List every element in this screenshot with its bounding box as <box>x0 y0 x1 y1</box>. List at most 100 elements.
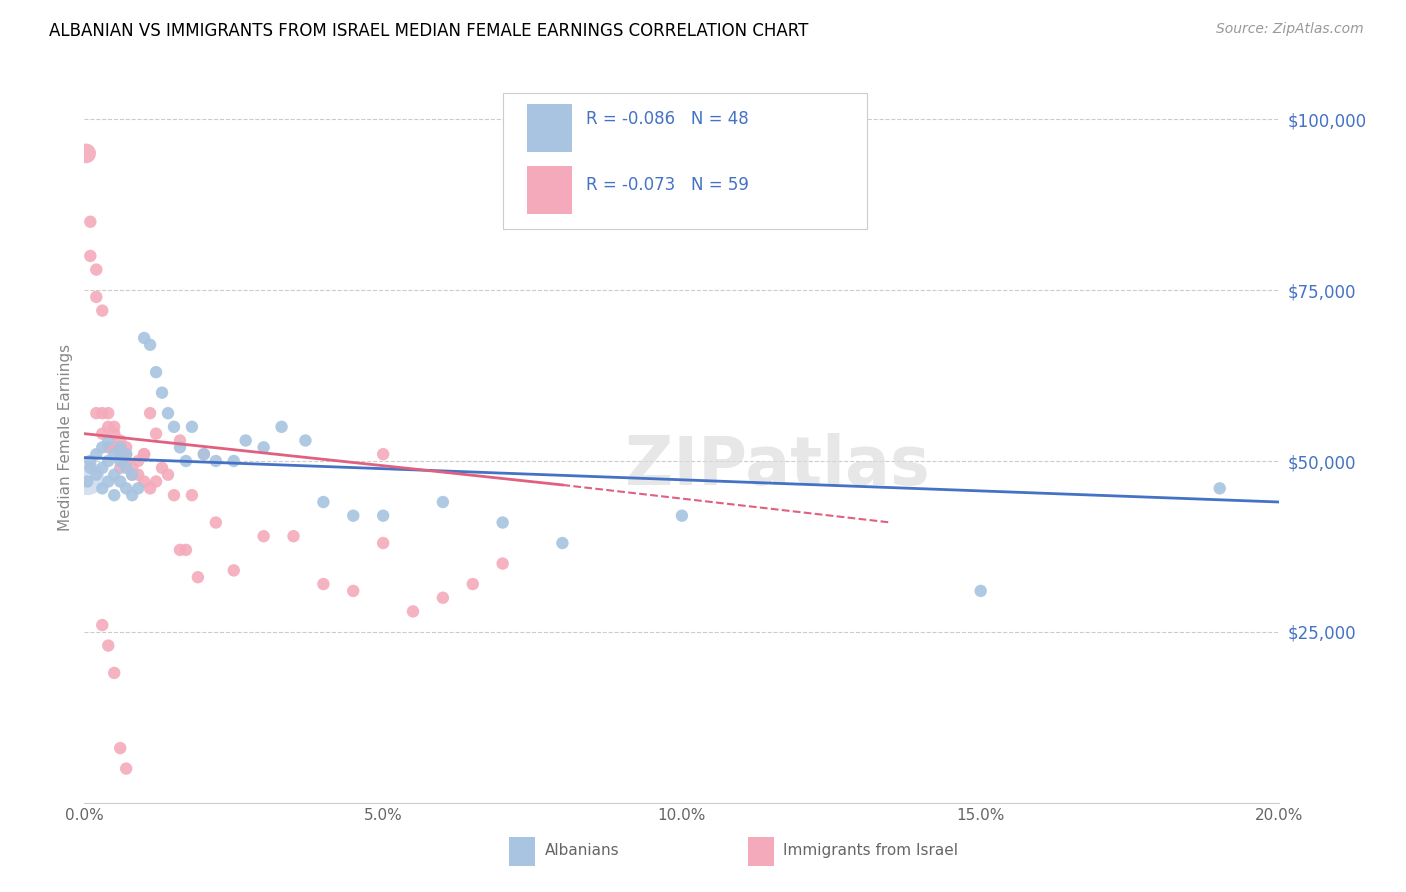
Point <box>402 604 425 618</box>
Point <box>110 460 132 475</box>
Point <box>145 475 167 489</box>
Text: ALBANIAN VS IMMIGRANTS FROM ISRAEL MEDIAN FEMALE EARNINGS CORRELATION CHART: ALBANIAN VS IMMIGRANTS FROM ISRAEL MEDIA… <box>49 22 808 40</box>
Point <box>103 467 125 482</box>
Point <box>121 467 143 482</box>
Point <box>91 618 114 632</box>
Point <box>222 454 245 468</box>
Point <box>97 475 120 489</box>
Point <box>115 460 138 475</box>
Point <box>157 467 180 482</box>
Point <box>970 583 993 598</box>
Point <box>181 488 204 502</box>
Point <box>312 495 335 509</box>
Point <box>132 447 156 461</box>
Point <box>193 447 215 461</box>
Point <box>75 146 97 161</box>
Point <box>253 440 276 454</box>
Point <box>174 454 197 468</box>
Point <box>121 467 143 482</box>
Point <box>103 426 125 441</box>
Point <box>132 475 156 489</box>
Point <box>432 591 454 605</box>
Point <box>127 467 149 482</box>
Point <box>115 447 138 461</box>
Point <box>103 447 125 461</box>
Point <box>91 440 114 454</box>
Point <box>79 454 101 468</box>
Point <box>86 406 108 420</box>
FancyBboxPatch shape <box>748 838 773 866</box>
Point <box>139 338 162 352</box>
Point <box>79 249 101 263</box>
Point <box>110 440 132 454</box>
Point <box>342 508 364 523</box>
Point <box>115 447 138 461</box>
Point <box>79 215 101 229</box>
Point <box>91 406 114 420</box>
Text: R = -0.073   N = 59: R = -0.073 N = 59 <box>586 176 749 194</box>
FancyBboxPatch shape <box>503 94 868 228</box>
Point <box>432 495 454 509</box>
Point <box>373 508 395 523</box>
Point <box>86 290 108 304</box>
Point <box>235 434 257 448</box>
Point <box>110 434 132 448</box>
Point <box>97 639 120 653</box>
Point <box>205 516 228 530</box>
Point <box>205 454 228 468</box>
Point <box>121 488 143 502</box>
Point <box>110 475 132 489</box>
Point <box>342 583 364 598</box>
Point <box>222 563 245 577</box>
FancyBboxPatch shape <box>509 838 534 866</box>
Point <box>193 447 215 461</box>
Text: ZIPatlas: ZIPatlas <box>626 434 929 500</box>
Point <box>91 426 114 441</box>
Point <box>97 434 120 448</box>
Point <box>145 426 167 441</box>
Point <box>139 481 162 495</box>
Point <box>86 447 108 461</box>
Point <box>110 440 132 454</box>
Point <box>139 406 162 420</box>
Point <box>181 420 204 434</box>
Point <box>373 536 395 550</box>
Point <box>492 557 515 571</box>
Point <box>492 516 515 530</box>
Text: Albanians: Albanians <box>544 843 619 858</box>
Point <box>174 542 197 557</box>
Point <box>97 440 120 454</box>
Point <box>103 440 125 454</box>
Point <box>103 488 125 502</box>
Point <box>91 460 114 475</box>
Point <box>132 331 156 345</box>
Point <box>110 447 132 461</box>
Point <box>76 471 98 485</box>
Point <box>150 460 173 475</box>
Point <box>270 420 292 434</box>
Point <box>115 762 138 776</box>
Point <box>187 570 209 584</box>
Point <box>1209 481 1232 495</box>
Text: R = -0.086   N = 48: R = -0.086 N = 48 <box>586 110 749 128</box>
Point <box>312 577 335 591</box>
Point <box>163 488 186 502</box>
Point <box>127 481 149 495</box>
Point <box>103 420 125 434</box>
Point <box>169 440 191 454</box>
Text: Immigrants from Israel: Immigrants from Israel <box>783 843 959 858</box>
Point <box>461 577 484 591</box>
Point <box>86 467 108 482</box>
Point <box>294 434 316 448</box>
Point <box>150 385 173 400</box>
Point <box>671 508 693 523</box>
Point <box>127 454 149 468</box>
Point <box>79 460 101 475</box>
Point <box>283 529 305 543</box>
Point <box>91 481 114 495</box>
Point <box>373 447 395 461</box>
Point <box>115 454 138 468</box>
Point <box>110 454 132 468</box>
Point <box>86 262 108 277</box>
Point <box>121 460 143 475</box>
